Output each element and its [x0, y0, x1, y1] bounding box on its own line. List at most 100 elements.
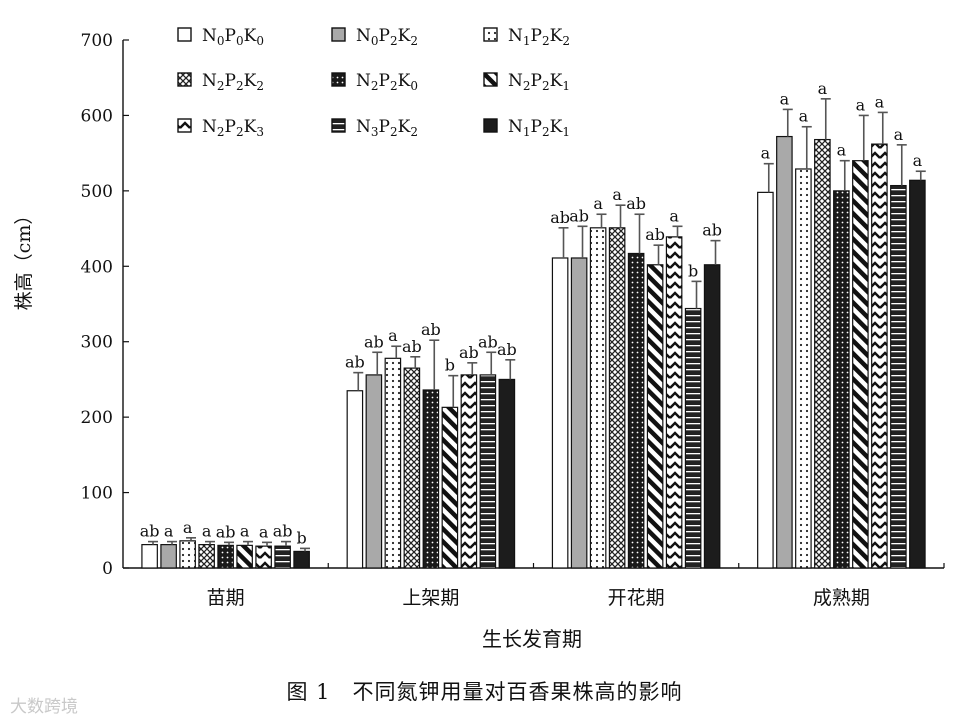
y-tick-label: 700: [81, 31, 113, 51]
y-tick-label: 600: [81, 106, 113, 126]
legend-item: N3P2K2: [331, 117, 418, 139]
significance-label: a: [593, 194, 603, 213]
bar: [255, 545, 272, 569]
significance-label: ab: [626, 194, 646, 213]
significance-label: a: [164, 522, 174, 541]
legend-item: N2P2K3: [177, 117, 264, 139]
bar: [665, 236, 683, 569]
bar: [441, 406, 459, 569]
bar: [179, 540, 196, 569]
legend-item: N2P2K0: [331, 71, 418, 93]
bar: [141, 544, 158, 569]
x-tick-label: 上架期: [402, 587, 459, 609]
significance-label: a: [259, 522, 269, 541]
bar: [403, 367, 421, 569]
bar: [627, 252, 645, 569]
bar: [365, 374, 383, 569]
bar: [814, 138, 831, 569]
bar: [160, 544, 177, 569]
legend-item: N0P2K2: [331, 26, 418, 48]
legend-label: N2P2K2: [202, 71, 264, 93]
legend-swatch: [483, 118, 498, 133]
significance-label: b: [445, 356, 455, 375]
bar: [608, 227, 626, 569]
significance-label: ab: [645, 225, 665, 244]
legend-label: N0P2K2: [356, 26, 418, 48]
significance-label: ab: [497, 340, 517, 359]
y-tick-label: 400: [81, 257, 113, 277]
bar: [236, 544, 253, 569]
legend-swatch: [331, 72, 346, 87]
legend-swatch: [331, 118, 346, 133]
bar: [551, 257, 569, 569]
bar: [684, 307, 702, 569]
significance-label: ab: [459, 343, 479, 362]
watermark: 大数跨境: [10, 697, 78, 717]
y-tick-label: 200: [81, 408, 113, 428]
significance-label: ab: [216, 522, 236, 541]
legend-label: N2P2K3: [202, 117, 264, 139]
y-tick-label: 0: [102, 559, 113, 579]
significance-label: a: [240, 522, 250, 541]
significance-label: a: [818, 79, 828, 98]
x-tick-label: 成熟期: [813, 587, 870, 609]
significance-label: ab: [140, 522, 160, 541]
legend-label: N2P2K1: [508, 71, 570, 93]
y-tick-label: 300: [81, 333, 113, 353]
legend-item: N0P0K0: [177, 26, 264, 48]
bar: [795, 168, 812, 569]
y-tick-label: 500: [81, 182, 113, 202]
significance-label: ab: [550, 208, 570, 227]
bar: [909, 179, 926, 569]
legend-label: N1P2K1: [508, 117, 570, 139]
significance-label: ab: [569, 206, 589, 225]
legend-item: N1P2K1: [483, 117, 570, 139]
significance-label: b: [297, 528, 307, 547]
bar: [274, 545, 291, 569]
bar: [852, 160, 869, 569]
significance-label: a: [837, 141, 847, 160]
bar: [646, 264, 664, 569]
bar: [293, 550, 310, 569]
bar: [703, 264, 721, 569]
bar: [871, 143, 888, 569]
bar: [570, 257, 588, 569]
legend-item: N2P2K2: [177, 71, 264, 93]
bar: [422, 389, 440, 569]
bar: [198, 544, 215, 569]
bar: [589, 227, 607, 569]
significance-label: a: [761, 144, 771, 163]
legend-swatch: [177, 27, 192, 42]
figure-caption: 图 1 不同氮钾用量对百香果株高的影响: [286, 680, 683, 704]
bar: [479, 374, 497, 569]
significance-label: a: [799, 107, 809, 126]
legend-item: N2P2K1: [483, 71, 570, 93]
bar: [890, 184, 907, 569]
x-tick-label: 苗期: [207, 587, 245, 609]
legend-label: N2P2K0: [356, 71, 418, 93]
legend: N0P0K0 N0P2K2 N1P2K2 N2P2K2 N2P2K0 N2P2K1 N2P2…: [177, 26, 570, 139]
significance-label: a: [875, 92, 885, 111]
significance-label: b: [688, 261, 698, 280]
bar: [217, 544, 234, 569]
x-axis-label: 生长发育期: [482, 627, 582, 651]
significance-label: a: [183, 518, 193, 537]
bar: [346, 390, 364, 569]
significance-label: a: [388, 326, 398, 345]
significance-label: a: [669, 206, 679, 225]
legend-swatch: [177, 72, 192, 87]
y-tick-label: 100: [81, 484, 113, 504]
bar: [757, 191, 774, 569]
significance-label: ab: [478, 332, 498, 351]
bar: [833, 190, 850, 569]
significance-label: ab: [402, 337, 422, 356]
bar: [776, 135, 793, 569]
legend-item: N1P2K2: [483, 26, 570, 48]
x-tick-label: 开花期: [608, 587, 665, 609]
significance-label: ab: [273, 522, 293, 541]
bar: [384, 357, 402, 569]
bar: [460, 374, 478, 569]
significance-label: ab: [345, 353, 365, 372]
legend-label: N1P2K2: [508, 26, 570, 48]
